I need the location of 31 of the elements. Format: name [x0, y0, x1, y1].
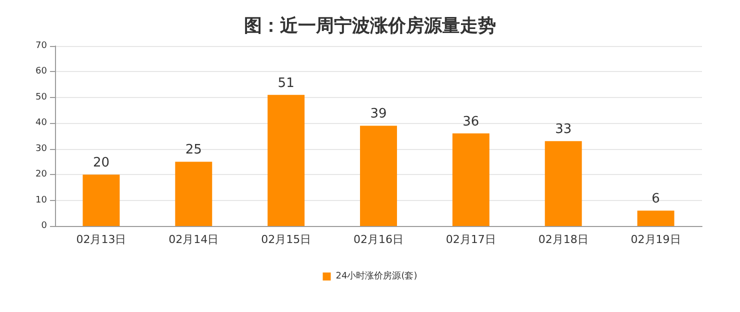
- bar: [544, 141, 582, 226]
- y-tick-label: 30: [36, 144, 48, 154]
- data-label: 36: [462, 114, 480, 130]
- x-tick-label: 02月17日: [446, 233, 496, 246]
- x-tick-label: 02月19日: [630, 233, 681, 246]
- bar: [637, 210, 674, 226]
- data-label: 20: [92, 156, 110, 171]
- bar: [268, 94, 305, 226]
- y-tick-label: 10: [36, 195, 48, 206]
- y-tick-label: 20: [36, 170, 48, 180]
- chart-title: 图：近一周宁波涨价房源量走势: [244, 16, 496, 36]
- bar: [452, 133, 490, 226]
- y-tick-label: 70: [36, 41, 48, 51]
- y-tick-label: 40: [36, 118, 48, 128]
- data-label: 39: [370, 106, 387, 122]
- legend-label: 24小时涨价房源(套): [336, 270, 418, 282]
- x-tick-label: 02月13日: [76, 233, 126, 246]
- data-label: 25: [185, 142, 202, 158]
- y-tick-label: 0: [41, 221, 48, 231]
- bar: [82, 174, 120, 226]
- y-tick-label: 60: [36, 66, 48, 77]
- x-tick-label: 02月18日: [538, 233, 588, 246]
- data-label: 51: [278, 76, 294, 91]
- bar: [175, 162, 212, 226]
- data-label: 33: [555, 122, 572, 138]
- y-tick-label: 50: [36, 92, 48, 102]
- data-label: 6: [652, 192, 660, 207]
- x-tick-label: 02月15日: [261, 233, 312, 246]
- bar: [360, 126, 397, 226]
- x-tick-label: 02月16日: [354, 233, 404, 246]
- x-tick-label: 02月14日: [168, 233, 219, 246]
